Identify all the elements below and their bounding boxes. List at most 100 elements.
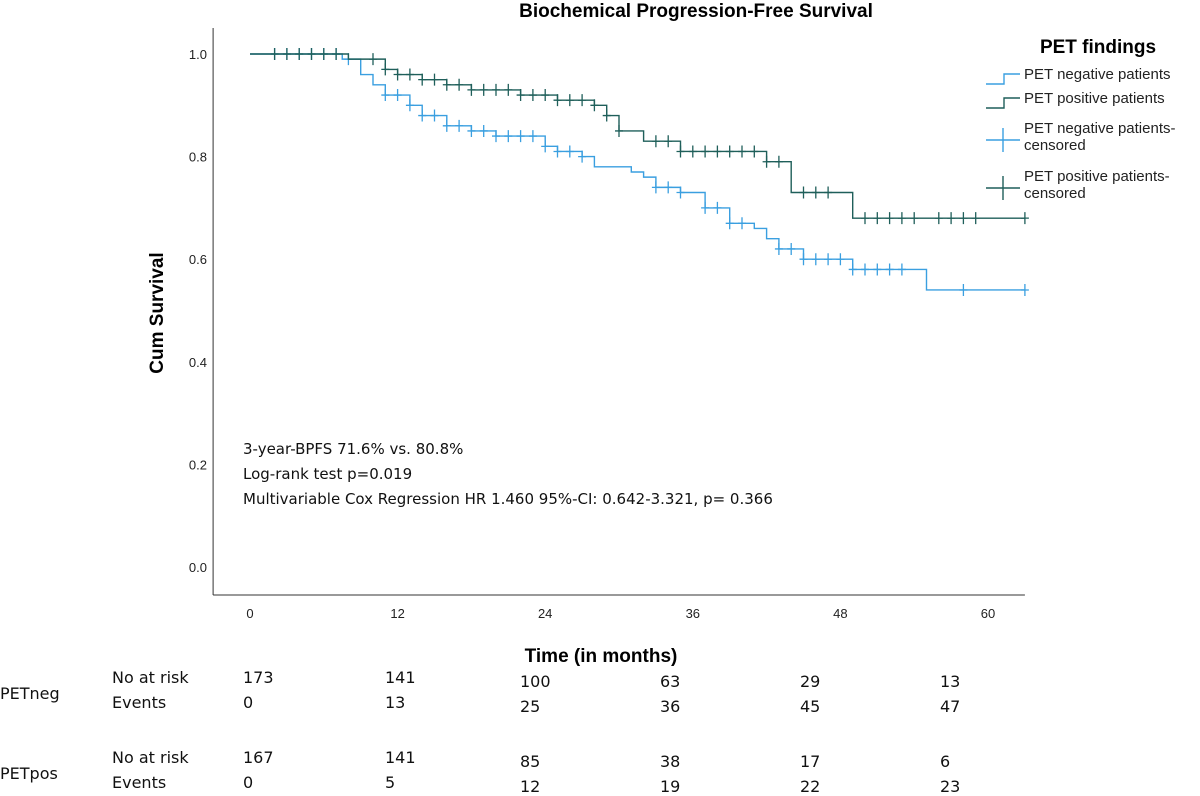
x-tick-label: 36 — [686, 606, 700, 621]
censor-mark — [848, 263, 857, 276]
censor-mark — [528, 89, 537, 102]
censor-mark — [590, 99, 599, 112]
risk-cell: 45 — [800, 697, 821, 716]
censor-mark — [504, 130, 513, 143]
censor-mark — [774, 155, 783, 168]
censor-mark — [565, 145, 574, 158]
censor-mark — [799, 186, 808, 199]
risk-cell: 25 — [520, 697, 541, 716]
survival-curve-pet-positive — [250, 53, 1025, 219]
risk-cell: 13 — [385, 693, 406, 712]
risk-cell: 23 — [940, 777, 961, 796]
risk-cell: 17 — [800, 752, 821, 771]
censor-mark — [799, 253, 808, 266]
censor-mark — [824, 186, 833, 199]
censor-mark — [738, 217, 746, 230]
risk-row-label: No at risk — [112, 668, 189, 687]
censor-mark — [688, 145, 697, 158]
series-group — [250, 48, 1029, 225]
censor-mark — [467, 124, 476, 137]
censor-mark — [885, 212, 894, 225]
censor-mark — [676, 186, 685, 199]
censor-mark — [664, 135, 673, 148]
censor-mark — [811, 186, 820, 199]
censor-mark — [541, 89, 550, 102]
chart-title: Biochemical Progression-Free Survival — [519, 1, 873, 22]
x-tick-label: 48 — [833, 606, 847, 621]
censor-mark — [455, 78, 464, 91]
risk-cell: 0 — [243, 693, 254, 712]
risk-group-name: PETpos — [0, 764, 58, 783]
y-tick-label: 0.8 — [189, 150, 207, 165]
censor-mark — [553, 145, 562, 158]
series-layer — [250, 48, 1029, 296]
censor-mark — [393, 89, 402, 102]
censor-mark — [553, 94, 562, 107]
risk-row-label: No at risk — [112, 748, 189, 767]
censor-mark — [282, 48, 291, 60]
legend-entry: PET positive patients — [986, 90, 1165, 109]
censor-mark — [467, 83, 476, 96]
censor-mark — [971, 212, 980, 225]
censor-mark — [910, 212, 919, 225]
x-ticks: 0 12 24 36 48 60 — [246, 606, 995, 621]
risk-cell: 6 — [940, 752, 951, 771]
censor-mark — [516, 89, 525, 102]
risk-cell: 0 — [243, 773, 254, 792]
censor-mark — [578, 150, 587, 163]
censor-mark — [479, 83, 488, 96]
censor-mark — [405, 68, 414, 81]
censor-mark — [405, 99, 414, 112]
risk-row-label: Events — [112, 773, 167, 792]
censor-mark — [959, 283, 968, 296]
censor-mark — [947, 212, 956, 225]
censor-mark — [824, 253, 833, 266]
axes — [212, 28, 1025, 596]
x-tick-label: 60 — [981, 606, 995, 621]
risk-cell: 13 — [940, 672, 961, 691]
censor-mark — [492, 130, 500, 143]
censor-mark — [565, 94, 574, 107]
censor-mark — [381, 63, 390, 76]
censor-mark — [1020, 212, 1029, 225]
series-group — [250, 48, 1029, 296]
legend-label: PET positive patients-censored — [1024, 168, 1170, 202]
censor-mark — [725, 145, 734, 158]
censor-mark — [393, 68, 402, 81]
legend-label: PET negative patients-censored — [1024, 120, 1175, 154]
risk-cell: 167 — [243, 748, 274, 767]
legend-entry: PET positive patients-censored — [986, 168, 1170, 202]
censor-mark — [369, 53, 377, 66]
censor-mark — [861, 263, 869, 276]
censor-mark — [615, 124, 623, 137]
censor-mark — [787, 242, 796, 255]
x-tick-label: 24 — [538, 606, 552, 621]
risk-cell: 100 — [520, 672, 551, 691]
risk-cell: 173 — [243, 668, 274, 687]
censor-mark — [418, 73, 427, 86]
censor-mark — [307, 48, 316, 60]
annotation-logrank: Log-rank test p=0.019 — [243, 465, 413, 483]
censor-mark — [725, 217, 734, 230]
censor-mark — [959, 212, 968, 225]
censor-mark — [738, 145, 746, 158]
legend-censor-swatch — [986, 176, 1020, 200]
risk-cell: 38 — [660, 752, 681, 771]
censor-mark — [701, 201, 710, 214]
censor-mark — [885, 263, 894, 276]
risk-cell: 47 — [940, 697, 961, 716]
censor-mark — [836, 253, 845, 266]
legend-entry: PET negative patients — [986, 66, 1170, 85]
risk-cell: 141 — [385, 748, 416, 767]
censor-mark — [442, 119, 451, 132]
legend-title: PET findings — [1040, 37, 1156, 58]
risk-cell: 29 — [800, 672, 821, 691]
x-tick-label: 0 — [246, 606, 253, 621]
risk-cell: 19 — [660, 777, 681, 796]
survival-curve-pet-negative — [250, 53, 1025, 291]
risk-cell: 36 — [660, 697, 681, 716]
annotation-bpfs: 3-year-BPFS 71.6% vs. 80.8% — [243, 440, 464, 458]
censor-mark — [295, 48, 304, 60]
censor-mark — [578, 94, 587, 107]
